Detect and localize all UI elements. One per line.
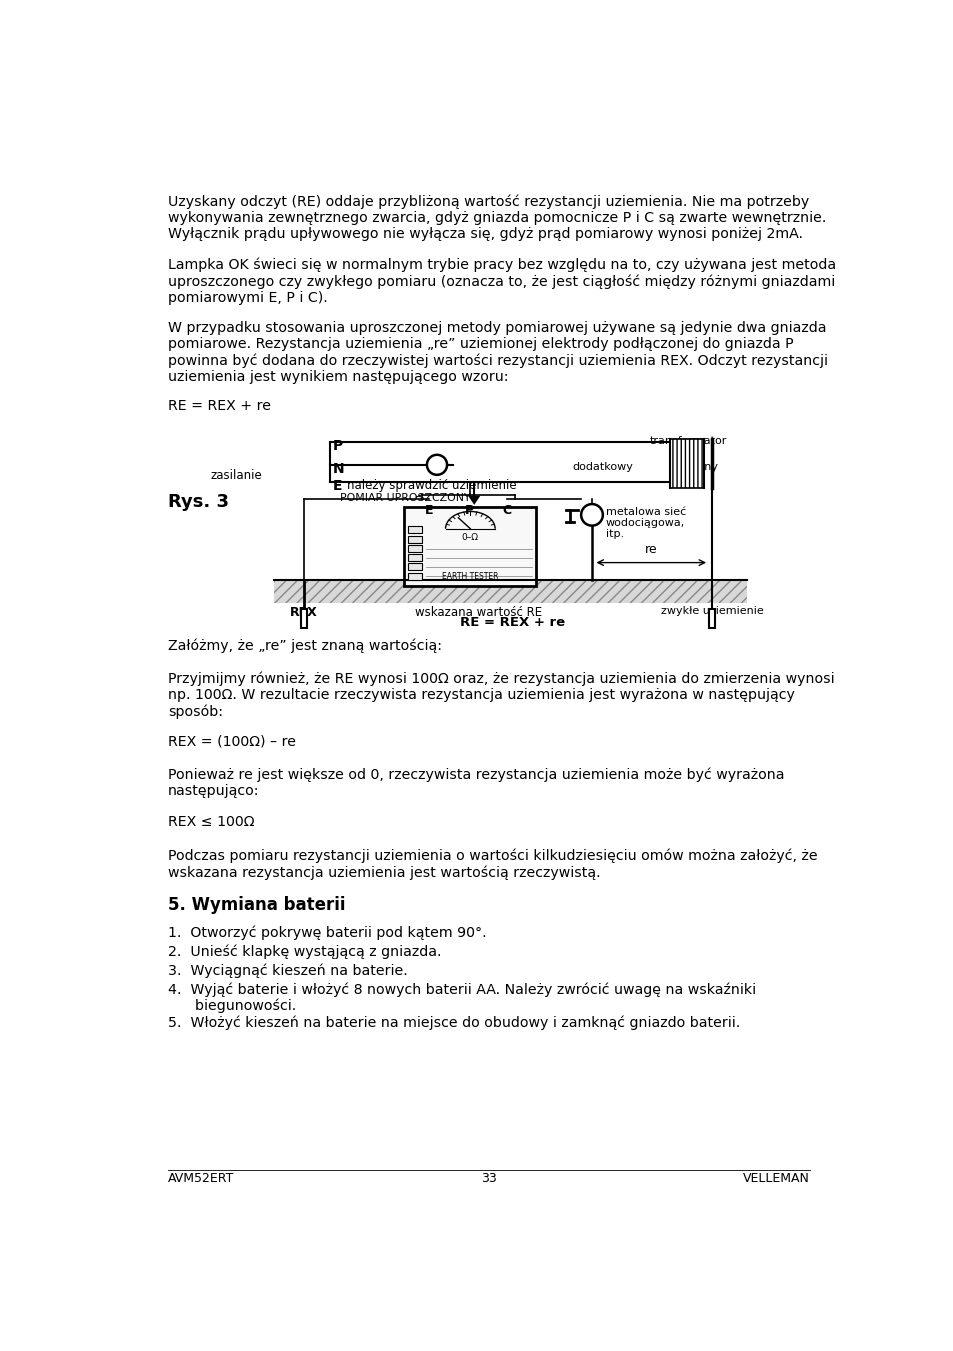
Text: W przypadku stosowania uproszczonej metody pomiarowej używane są jedynie dwa gni: W przypadku stosowania uproszczonej meto… — [168, 320, 827, 384]
Bar — [408, 527, 422, 534]
Text: RE = REX + re: RE = REX + re — [168, 399, 271, 412]
Text: transformator: transformator — [649, 436, 727, 446]
Text: 4.  Wyjąć baterie i włożyć 8 nowych baterii AA. Należy zwrócić uwagę na wskaźnik: 4. Wyjąć baterie i włożyć 8 nowych bater… — [168, 982, 756, 1013]
Circle shape — [427, 455, 447, 474]
Text: Lampka OK świeci się w normalnym trybie pracy bez względu na to, czy używana jes: Lampka OK świeci się w normalnym trybie … — [168, 258, 836, 305]
Text: wskazana wartość RE: wskazana wartość RE — [414, 605, 541, 619]
Text: Ponieważ re jest większe od 0, rzeczywista rezystancja uziemienia może być wyraż: Ponieważ re jest większe od 0, rzeczywis… — [168, 767, 783, 798]
Text: AVM52ERT: AVM52ERT — [168, 1173, 234, 1185]
Text: POMIAR UPROSZCZONY: POMIAR UPROSZCZONY — [340, 493, 470, 503]
Text: Uzyskany odczyt (RE) oddaje przybliżoną wartość rezystancji uziemienia. Nie ma p: Uzyskany odczyt (RE) oddaje przybliżoną … — [168, 195, 825, 242]
Text: 3.  Wyciągnąć kieszeń na baterie.: 3. Wyciągnąć kieszeń na baterie. — [168, 963, 407, 978]
Text: zwykłe uziemienie: zwykłe uziemienie — [660, 605, 762, 616]
Text: 2.  Unieść klapkę wystąjącą z gniazda.: 2. Unieść klapkę wystąjącą z gniazda. — [168, 944, 441, 959]
Bar — [300, 609, 307, 628]
Text: 5. Wymiana baterii: 5. Wymiana baterii — [168, 896, 345, 915]
Text: zasilanie: zasilanie — [211, 469, 262, 482]
Text: itp.: itp. — [605, 528, 623, 539]
Text: 5.  Włożyć kieszeń na baterie na miejsce do obudowy i zamknąć gniazdo baterii.: 5. Włożyć kieszeń na baterie na miejsce … — [168, 1016, 740, 1031]
Text: REX = (100Ω) – re: REX = (100Ω) – re — [168, 734, 295, 748]
Text: Przyjmijmy również, że RE wynosi 100Ω oraz, że rezystancja uziemienia do zmierze: Przyjmijmy również, że RE wynosi 100Ω or… — [168, 671, 834, 719]
Text: należy sprawdzić uziemienie: należy sprawdzić uziemienie — [347, 480, 517, 492]
Polygon shape — [468, 496, 480, 505]
Text: REX ≤ 100Ω: REX ≤ 100Ω — [168, 815, 254, 830]
Text: Ⓑ: Ⓑ — [587, 508, 596, 521]
Bar — [274, 580, 746, 603]
Text: P: P — [333, 439, 343, 454]
Text: Załóżmy, że „re” jest znaną wartością:: Załóżmy, że „re” jest znaną wartością: — [168, 638, 441, 653]
Bar — [408, 535, 422, 543]
Text: wodociągowa,: wodociągowa, — [605, 517, 684, 528]
Bar — [669, 439, 703, 488]
Bar — [408, 573, 422, 580]
Text: E: E — [333, 480, 342, 493]
Text: N: N — [333, 462, 344, 477]
Text: główny: główny — [679, 462, 718, 473]
Text: re: re — [644, 543, 657, 557]
Text: REX: REX — [290, 605, 317, 619]
Text: 0–Ω: 0–Ω — [461, 534, 478, 542]
Bar — [404, 507, 536, 586]
Text: RE = REX + re: RE = REX + re — [459, 616, 564, 630]
Bar — [408, 554, 422, 561]
Text: P: P — [464, 504, 474, 517]
Bar — [408, 563, 422, 570]
Text: Ⓐ: Ⓐ — [433, 458, 440, 471]
Text: Rys. 3: Rys. 3 — [168, 493, 229, 511]
Text: 1.  Otworzyć pokrywę baterii pod kątem 90°.: 1. Otworzyć pokrywę baterii pod kątem 90… — [168, 925, 486, 940]
Text: EARTH TESTER: EARTH TESTER — [441, 571, 498, 581]
Text: 33: 33 — [480, 1173, 497, 1185]
Text: C: C — [501, 504, 511, 517]
Text: E: E — [424, 504, 433, 517]
Text: dodatkowy: dodatkowy — [572, 462, 633, 471]
Bar — [408, 544, 422, 551]
Bar — [708, 609, 715, 628]
Text: metalowa sieć: metalowa sieć — [605, 507, 685, 517]
Text: Podczas pomiaru rezystancji uziemienia o wartości kilkudziesięciu omów można zał: Podczas pomiaru rezystancji uziemienia o… — [168, 848, 817, 880]
Circle shape — [580, 504, 602, 526]
Text: VELLEMAN: VELLEMAN — [742, 1173, 809, 1185]
